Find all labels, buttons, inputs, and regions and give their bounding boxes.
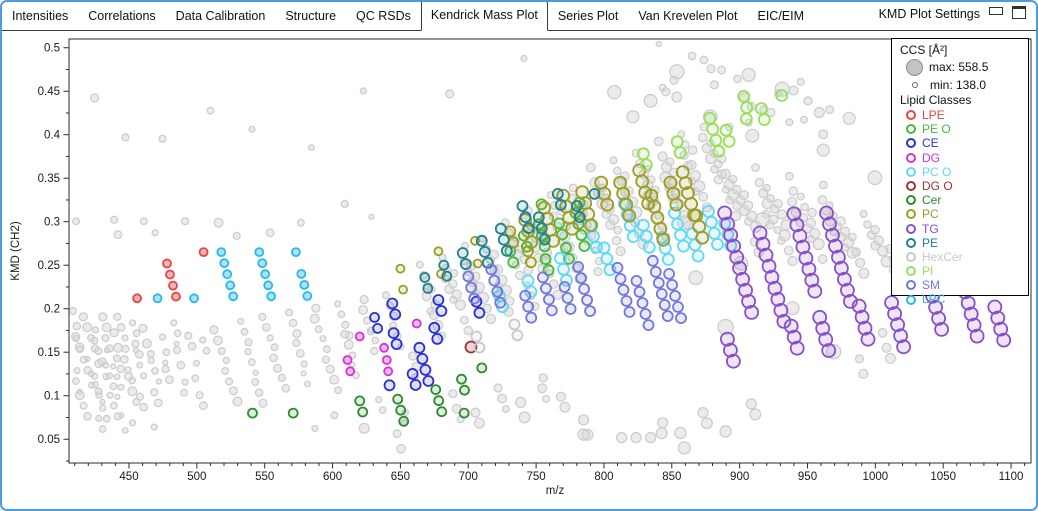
legend-class-label: PE O	[922, 122, 951, 137]
ccs-min-row: min: 138.0	[900, 77, 1022, 93]
legend-item-cer: Cer	[900, 193, 1022, 207]
legend-class-label: DG	[922, 150, 940, 165]
legend-item-tg: TG	[900, 222, 1022, 236]
legend-marker-icon	[906, 251, 916, 262]
legend-marker-icon	[906, 195, 916, 206]
svg-text:500: 500	[187, 471, 206, 483]
svg-text:850: 850	[662, 471, 681, 483]
legend-marker-icon	[906, 110, 916, 121]
svg-text:0.25: 0.25	[38, 260, 60, 272]
legend-class-label: PE	[922, 235, 939, 250]
tab-eic-eim[interactable]: EIC/EIM	[757, 9, 805, 23]
svg-text:900: 900	[730, 471, 749, 483]
maximize-icon[interactable]	[1012, 6, 1026, 19]
legend-marker-icon	[906, 152, 916, 163]
svg-text:550: 550	[255, 471, 274, 483]
svg-text:0.45: 0.45	[38, 86, 60, 98]
legend-marker-icon	[906, 166, 916, 177]
legend-class-list: LPE PE O CE DG PC O DG O Cer PC TG PE HexCer PI SM LP…	[900, 108, 1022, 307]
axes: 450 500 550 600 650 700 750 800 850 900 950 1000 105…	[10, 38, 1032, 497]
legend-class-label: PC O	[922, 164, 952, 179]
legend-item-dg: DG	[900, 151, 1022, 165]
svg-text:0.1: 0.1	[44, 391, 60, 403]
legend-item-pe: PE	[900, 236, 1022, 250]
plot-legend: CCS [Å²] max: 558.5 min: 138.0 Lipid Cla…	[891, 38, 1029, 306]
svg-text:750: 750	[527, 471, 546, 483]
legend-item-pe-o: PE O	[900, 122, 1022, 136]
legend-class-label: Cer	[922, 193, 942, 208]
legend-class-label: TG	[922, 221, 939, 236]
legend-item-sm: SM	[900, 278, 1022, 292]
ccs-legend-title: CCS [Å²]	[900, 43, 948, 58]
legend-marker-icon	[906, 209, 916, 220]
legend-marker-icon	[906, 181, 916, 192]
tab-structure[interactable]: Structure	[285, 9, 337, 23]
tab-qc-rsds[interactable]: QC RSDs	[356, 9, 411, 23]
svg-text:0.05: 0.05	[38, 434, 60, 446]
svg-text:800: 800	[594, 471, 613, 483]
kmd-scatter-plot[interactable]: 450 500 550 600 650 700 750 800 850 900 950 1000 105…	[2, 31, 1036, 509]
svg-text:0.3: 0.3	[44, 217, 60, 229]
svg-text:KMD (CH2): KMD (CH2)	[10, 221, 22, 281]
legend-class-label: LPC	[922, 292, 946, 307]
kmd-plot-canvas[interactable]: 450 500 550 600 650 700 750 800 850 900 950 1000 105…	[2, 31, 1036, 509]
background-points	[68, 40, 940, 455]
svg-text:1000: 1000	[863, 471, 889, 483]
legend-item-lpc: LPC	[900, 292, 1022, 306]
kmd-plot-settings-button[interactable]: KMD Plot Settings	[878, 7, 980, 21]
ccs-max-circle-icon	[906, 59, 923, 76]
svg-text:m/z: m/z	[546, 485, 565, 497]
svg-text:650: 650	[391, 471, 410, 483]
legend-marker-icon	[906, 223, 916, 234]
svg-text:0.4: 0.4	[44, 130, 61, 142]
tab-data-calibration[interactable]: Data Calibration	[175, 9, 266, 23]
legend-class-label: CE	[922, 136, 939, 151]
tab-series-plot[interactable]: Series Plot	[557, 9, 619, 23]
legend-item-ce: CE	[900, 136, 1022, 150]
legend-class-label: SM	[922, 278, 940, 293]
ccs-max-label: max: 558.5	[929, 60, 989, 75]
ccs-max-row: max: 558.5	[900, 58, 1022, 77]
svg-text:0.15: 0.15	[38, 347, 60, 359]
legend-class-label: PC	[922, 207, 939, 222]
tab-strip: Intensities Correlations Data Calibratio…	[2, 2, 871, 31]
tab-intensities[interactable]: Intensities	[12, 9, 69, 23]
legend-marker-icon	[906, 124, 916, 135]
legend-class-label: HexCer	[922, 249, 963, 264]
legend-class-label: DG O	[922, 178, 953, 193]
legend-class-label: LPE	[922, 108, 945, 122]
svg-text:1050: 1050	[930, 471, 956, 483]
legend-marker-icon	[906, 266, 916, 277]
svg-text:950: 950	[798, 471, 817, 483]
legend-item-pc: PC	[900, 207, 1022, 221]
legend-marker-icon	[906, 138, 916, 149]
lipid-classes-title: Lipid Classes	[900, 93, 972, 108]
legend-item-dg-o: DG O	[900, 179, 1022, 193]
legend-item-lpe: LPE	[900, 108, 1022, 122]
tab-van-krevelen-plot[interactable]: Van Krevelen Plot	[638, 9, 738, 23]
legend-item-pi: PI	[900, 264, 1022, 278]
svg-text:450: 450	[119, 471, 138, 483]
tab-correlations[interactable]: Correlations	[88, 9, 156, 23]
legend-item-pc-o: PC O	[900, 165, 1022, 179]
legend-marker-icon	[906, 294, 916, 305]
legend-item-hexcer: HexCer	[900, 250, 1022, 264]
tab-kendrick-mass-plot[interactable]: Kendrick Mass Plot	[420, 2, 548, 31]
legend-marker-icon	[906, 237, 916, 248]
settings-zone: KMD Plot Settings	[870, 2, 1036, 31]
svg-text:0.35: 0.35	[38, 173, 60, 185]
legend-marker-icon	[906, 280, 916, 291]
tab-bar: Intensities Correlations Data Calibratio…	[2, 2, 1036, 31]
svg-text:700: 700	[459, 471, 478, 483]
ccs-min-label: min: 138.0	[930, 77, 987, 92]
legend-class-label: PI	[922, 264, 934, 279]
svg-text:1100: 1100	[999, 471, 1024, 483]
ccs-min-circle-icon	[912, 82, 918, 88]
svg-text:0.5: 0.5	[44, 43, 60, 55]
minimize-icon[interactable]	[989, 7, 1003, 15]
svg-text:600: 600	[323, 471, 342, 483]
svg-text:0.2: 0.2	[44, 304, 60, 316]
annotated-points	[132, 89, 1012, 427]
